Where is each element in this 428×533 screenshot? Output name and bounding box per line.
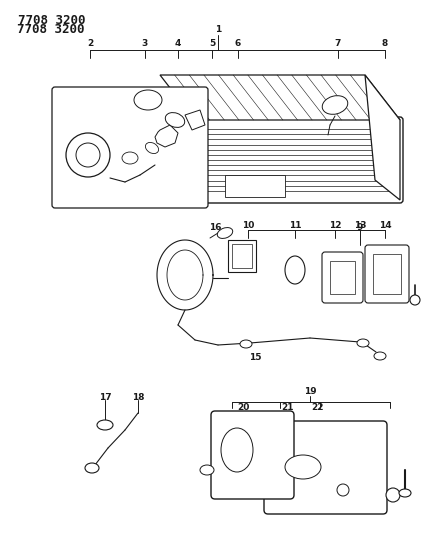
Text: 7: 7: [335, 39, 341, 49]
Ellipse shape: [322, 96, 348, 114]
Text: 17: 17: [99, 392, 111, 401]
Circle shape: [66, 133, 110, 177]
Polygon shape: [155, 125, 178, 147]
Text: 22: 22: [312, 403, 324, 413]
Text: 6: 6: [235, 39, 241, 49]
Text: 15: 15: [249, 353, 261, 362]
Ellipse shape: [285, 455, 321, 479]
Ellipse shape: [337, 484, 349, 496]
Text: 1: 1: [215, 26, 221, 35]
Ellipse shape: [399, 489, 411, 497]
Text: 20: 20: [237, 403, 249, 413]
Text: 7708 3200: 7708 3200: [18, 14, 86, 27]
FancyBboxPatch shape: [264, 421, 387, 514]
Ellipse shape: [146, 142, 158, 154]
Text: 16: 16: [209, 223, 221, 232]
FancyBboxPatch shape: [211, 411, 294, 499]
FancyBboxPatch shape: [322, 252, 363, 303]
Ellipse shape: [122, 152, 138, 164]
FancyBboxPatch shape: [365, 245, 409, 303]
Bar: [330, 261, 355, 294]
Bar: [232, 244, 252, 268]
Text: 8: 8: [382, 39, 388, 49]
FancyBboxPatch shape: [52, 87, 208, 208]
Text: 5: 5: [209, 39, 215, 49]
Polygon shape: [365, 75, 400, 200]
Text: 14: 14: [379, 222, 391, 230]
Text: 10: 10: [242, 222, 254, 230]
Bar: [373, 254, 401, 294]
Ellipse shape: [240, 340, 252, 348]
Polygon shape: [160, 75, 400, 120]
Text: 3: 3: [142, 39, 148, 49]
Text: 2: 2: [87, 39, 93, 49]
Ellipse shape: [221, 428, 253, 472]
Text: 9: 9: [357, 223, 363, 232]
Bar: [225, 175, 285, 197]
Text: 11: 11: [289, 222, 301, 230]
Text: 19: 19: [304, 387, 316, 397]
FancyBboxPatch shape: [192, 117, 403, 203]
Text: 7708 3200: 7708 3200: [17, 23, 85, 36]
Ellipse shape: [134, 90, 162, 110]
Text: 21: 21: [282, 403, 294, 413]
Bar: [228, 240, 256, 272]
Circle shape: [386, 488, 400, 502]
Ellipse shape: [97, 420, 113, 430]
Ellipse shape: [410, 295, 420, 305]
Text: 12: 12: [329, 222, 341, 230]
Ellipse shape: [85, 463, 99, 473]
Circle shape: [76, 143, 100, 167]
Text: 4: 4: [175, 39, 181, 49]
Ellipse shape: [285, 256, 305, 284]
Text: 13: 13: [354, 222, 366, 230]
Ellipse shape: [165, 112, 185, 127]
Polygon shape: [185, 110, 205, 130]
Ellipse shape: [200, 465, 214, 475]
Ellipse shape: [217, 228, 233, 238]
Text: 18: 18: [132, 392, 144, 401]
Ellipse shape: [357, 339, 369, 347]
Ellipse shape: [374, 352, 386, 360]
